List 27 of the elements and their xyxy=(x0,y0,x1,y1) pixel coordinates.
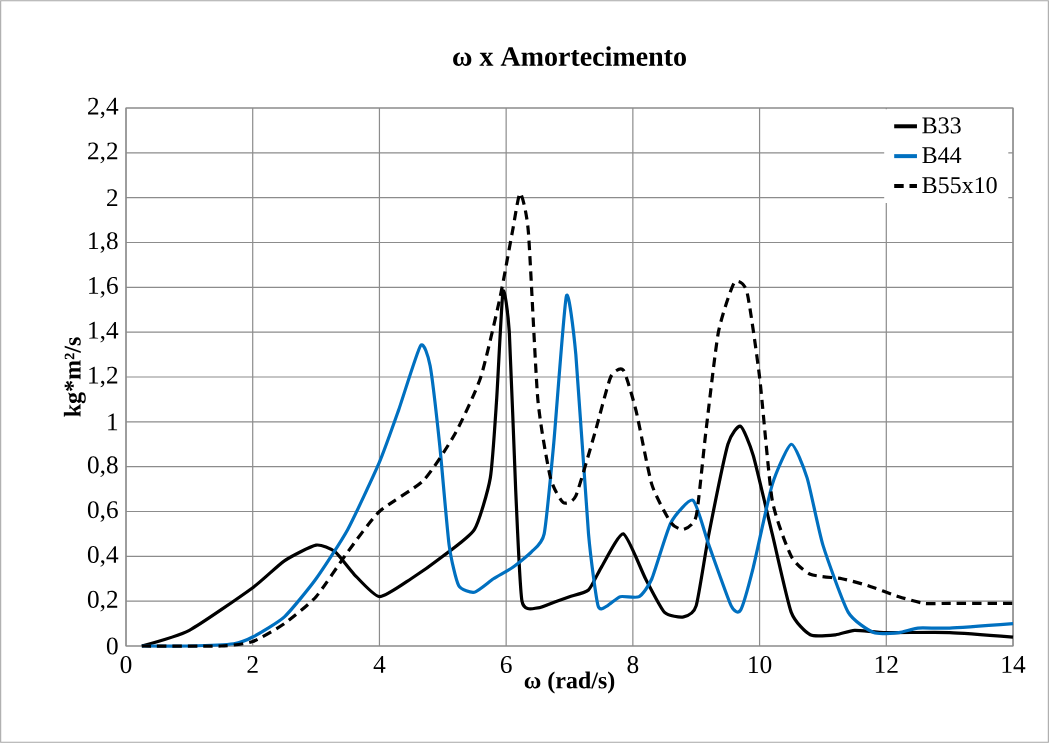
x-tick-label: 14 xyxy=(1002,656,1026,673)
chart-title: ω x Amortecimento xyxy=(453,46,686,66)
x-tick-label: 12 xyxy=(875,656,898,673)
y-axis-title: kg*m²/s xyxy=(63,337,86,417)
legend-label: B33 xyxy=(922,117,961,134)
legend-label: B55x10 xyxy=(922,177,997,194)
legend-label: B44 xyxy=(922,147,962,164)
y-tick-label: 0,6 xyxy=(87,501,118,522)
y-tick-label: 1 xyxy=(108,413,118,431)
x-tick-label: 8 xyxy=(627,656,639,674)
x-tick-label: 0 xyxy=(120,656,132,674)
x-tick-label: 10 xyxy=(749,656,772,674)
y-tick-label: 1,6 xyxy=(89,277,118,298)
y-tick-label: 0,8 xyxy=(87,456,118,478)
y-tick-label: 2,4 xyxy=(88,97,119,119)
y-tick-label: 0,4 xyxy=(87,545,119,567)
x-tick-label: 6 xyxy=(500,656,512,674)
y-tick-label: 1,8 xyxy=(89,232,118,253)
x-tick-label: 2 xyxy=(247,656,258,673)
y-tick-label: 1,2 xyxy=(89,366,118,388)
y-tick-label: 0,2 xyxy=(87,590,118,612)
x-tick-label: 4 xyxy=(373,656,386,673)
y-tick-label: 1,4 xyxy=(89,321,119,343)
y-tick-label: 2 xyxy=(107,189,118,207)
y-tick-label: 0 xyxy=(106,637,118,655)
y-tick-label: 2,2 xyxy=(88,142,118,164)
x-axis-title: ω (rad/s) xyxy=(524,671,615,694)
